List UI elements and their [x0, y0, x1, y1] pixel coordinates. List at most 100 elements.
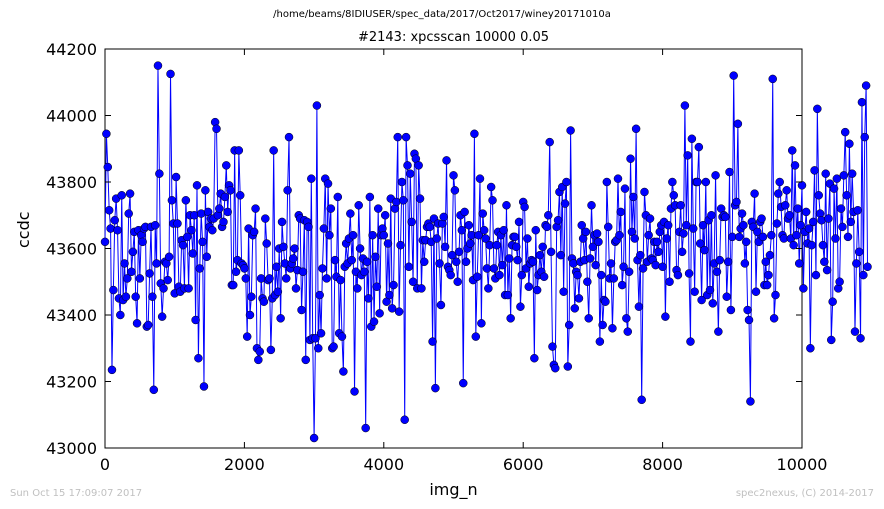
data-point: [247, 292, 256, 301]
data-point: [415, 194, 425, 203]
data-point: [517, 270, 527, 280]
x-tick-label: 8000: [642, 455, 683, 474]
data-point: [277, 217, 287, 227]
data-point: [751, 287, 761, 296]
x-tick-label: 10000: [777, 455, 828, 474]
data-point: [475, 174, 485, 183]
data-point: [135, 274, 145, 283]
data-point: [794, 259, 804, 268]
data-point: [829, 184, 839, 193]
data-point: [442, 156, 451, 165]
data-point: [192, 181, 202, 190]
data-point: [110, 215, 120, 225]
data-point: [470, 129, 479, 139]
data-point: [318, 264, 327, 273]
data-point: [240, 264, 249, 273]
data-point: [449, 171, 458, 180]
data-point: [460, 207, 469, 217]
data-point: [109, 285, 118, 295]
data-point: [569, 259, 578, 268]
data-point: [564, 320, 574, 330]
data-point: [372, 282, 382, 291]
data-point: [619, 262, 628, 272]
data-point: [665, 277, 674, 286]
data-point: [591, 260, 600, 270]
data-point: [694, 142, 704, 152]
data-point: [195, 264, 205, 273]
data-point: [546, 247, 556, 257]
data-point: [566, 126, 575, 135]
data-point: [690, 287, 699, 296]
data-point: [148, 292, 157, 301]
data-point: [417, 284, 426, 293]
data-point: [323, 179, 333, 188]
data-point: [606, 259, 616, 268]
data-point: [431, 383, 440, 393]
data-point: [753, 227, 762, 237]
data-point: [164, 252, 174, 262]
data-point: [461, 257, 471, 267]
data-point: [360, 267, 369, 277]
data-point: [645, 214, 655, 223]
data-point: [721, 212, 730, 222]
data-point: [261, 214, 270, 223]
data-point: [188, 249, 198, 258]
data-point: [615, 230, 624, 240]
data-point: [215, 204, 224, 213]
data-point: [123, 274, 132, 283]
data-point: [532, 285, 542, 295]
data-point: [184, 284, 193, 293]
data-point: [592, 229, 602, 238]
data-point: [393, 132, 402, 142]
data-point: [559, 287, 568, 296]
data-point: [266, 345, 276, 355]
data-point: [155, 169, 164, 178]
data-point: [222, 161, 231, 170]
data-point: [196, 209, 206, 218]
data-point: [143, 320, 153, 330]
data-point: [291, 284, 301, 293]
data-point: [654, 247, 663, 257]
data-point: [597, 270, 606, 280]
data-point: [447, 250, 457, 260]
data-point: [845, 139, 854, 149]
data-point: [102, 129, 111, 139]
data-point: [743, 305, 752, 315]
data-point: [194, 353, 203, 363]
data-point: [440, 242, 450, 252]
data-point: [817, 215, 826, 225]
data-point: [707, 211, 716, 220]
data-point: [661, 312, 670, 321]
data-point: [623, 327, 632, 336]
data-point: [202, 252, 212, 262]
data-point: [446, 270, 455, 280]
data-point: [478, 209, 488, 218]
data-point: [624, 267, 634, 277]
data-point: [471, 332, 481, 341]
data-point: [677, 247, 687, 257]
data-point: [553, 215, 563, 225]
x-tick-label: 2000: [224, 455, 265, 474]
data-point: [100, 237, 110, 247]
data-point: [479, 225, 489, 235]
data-point: [757, 214, 766, 223]
data-point: [199, 382, 209, 391]
data-point: [281, 274, 291, 283]
data-point: [407, 217, 416, 227]
data-point: [283, 186, 292, 195]
credit-footer: spec2nexus, (C) 2014-2017: [735, 488, 874, 499]
data-point: [741, 237, 751, 247]
data-point: [520, 202, 529, 212]
data-point: [573, 270, 582, 280]
data-point: [279, 242, 288, 252]
data-point: [846, 217, 856, 227]
data-point: [245, 310, 255, 320]
data-point: [459, 378, 468, 388]
data-point: [679, 229, 688, 238]
data-point: [769, 314, 779, 323]
data-point: [150, 220, 160, 230]
data-point: [697, 295, 706, 305]
data-point: [644, 230, 653, 240]
data-point: [831, 234, 840, 243]
chart-title: #2143: xpcsscan 10000 0.05: [357, 30, 550, 45]
